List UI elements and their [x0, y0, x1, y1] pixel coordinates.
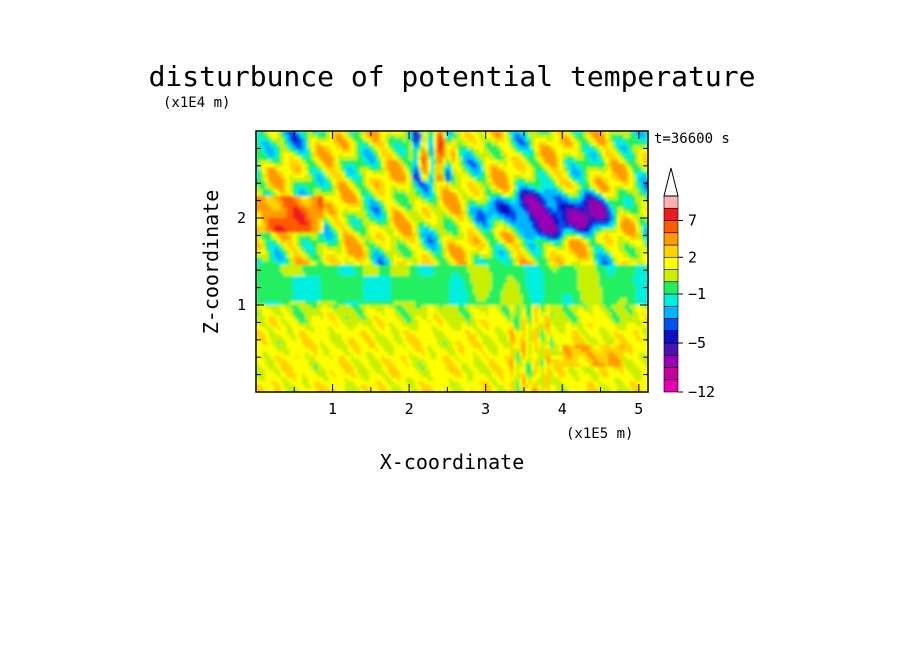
contour-field: [256, 131, 648, 392]
colorbar-swatch: [663, 367, 679, 381]
colorbar-swatch: [663, 281, 679, 295]
colorbar-swatch: [663, 318, 679, 332]
colorbar-swatch: [663, 354, 679, 368]
colorbar-swatch: [663, 379, 679, 393]
chart-title: disturbunce of potential temperature: [149, 60, 756, 93]
colorbar-swatch: [663, 330, 679, 344]
plot-frame: [255, 130, 649, 393]
colorbar-swatch: [663, 195, 679, 209]
x-tick-label: 2: [405, 400, 414, 418]
colorbar-tick-label: 7: [688, 212, 697, 230]
x-axis-label: X-coordinate: [380, 450, 525, 474]
y-axis-label: Z-coordinate: [199, 190, 223, 335]
x-tick-label: 4: [558, 400, 567, 418]
colorbar-swatch: [663, 305, 679, 319]
colorbar-swatch: [663, 269, 679, 283]
x-tick-label: 3: [481, 400, 490, 418]
colorbar-tick-label: −1: [688, 285, 706, 303]
time-label: t=36600 s: [654, 131, 730, 147]
colorbar-swatch: [663, 220, 679, 234]
y-tick-label: 1: [237, 296, 246, 314]
colorbar-swatch: [663, 232, 679, 246]
colorbar-swatch: [663, 207, 679, 221]
colorbar-tick-label: −5: [688, 334, 706, 352]
y-tick-label: 2: [237, 209, 246, 227]
x-axis: 1 2 3 4 5: [255, 131, 643, 418]
colorbar-swatch: [663, 256, 679, 270]
y-axis: 12: [237, 147, 648, 376]
colorbar-swatch: [663, 342, 679, 356]
y-unit-label: (x1E4 m): [163, 95, 230, 111]
colorbar-extend-arrow: [663, 167, 679, 197]
colorbar-swatch: [663, 293, 679, 307]
colorbar-tick-label: 2: [688, 248, 697, 266]
colorbar-tick-label: −12: [688, 383, 715, 401]
x-unit-label: (x1E5 m): [566, 426, 633, 442]
colorbar: 7 2 −1 −5 −12: [663, 167, 715, 401]
colorbar-swatch: [663, 244, 679, 258]
x-tick-label: 1: [328, 400, 337, 418]
x-tick-label: 5: [634, 400, 643, 418]
